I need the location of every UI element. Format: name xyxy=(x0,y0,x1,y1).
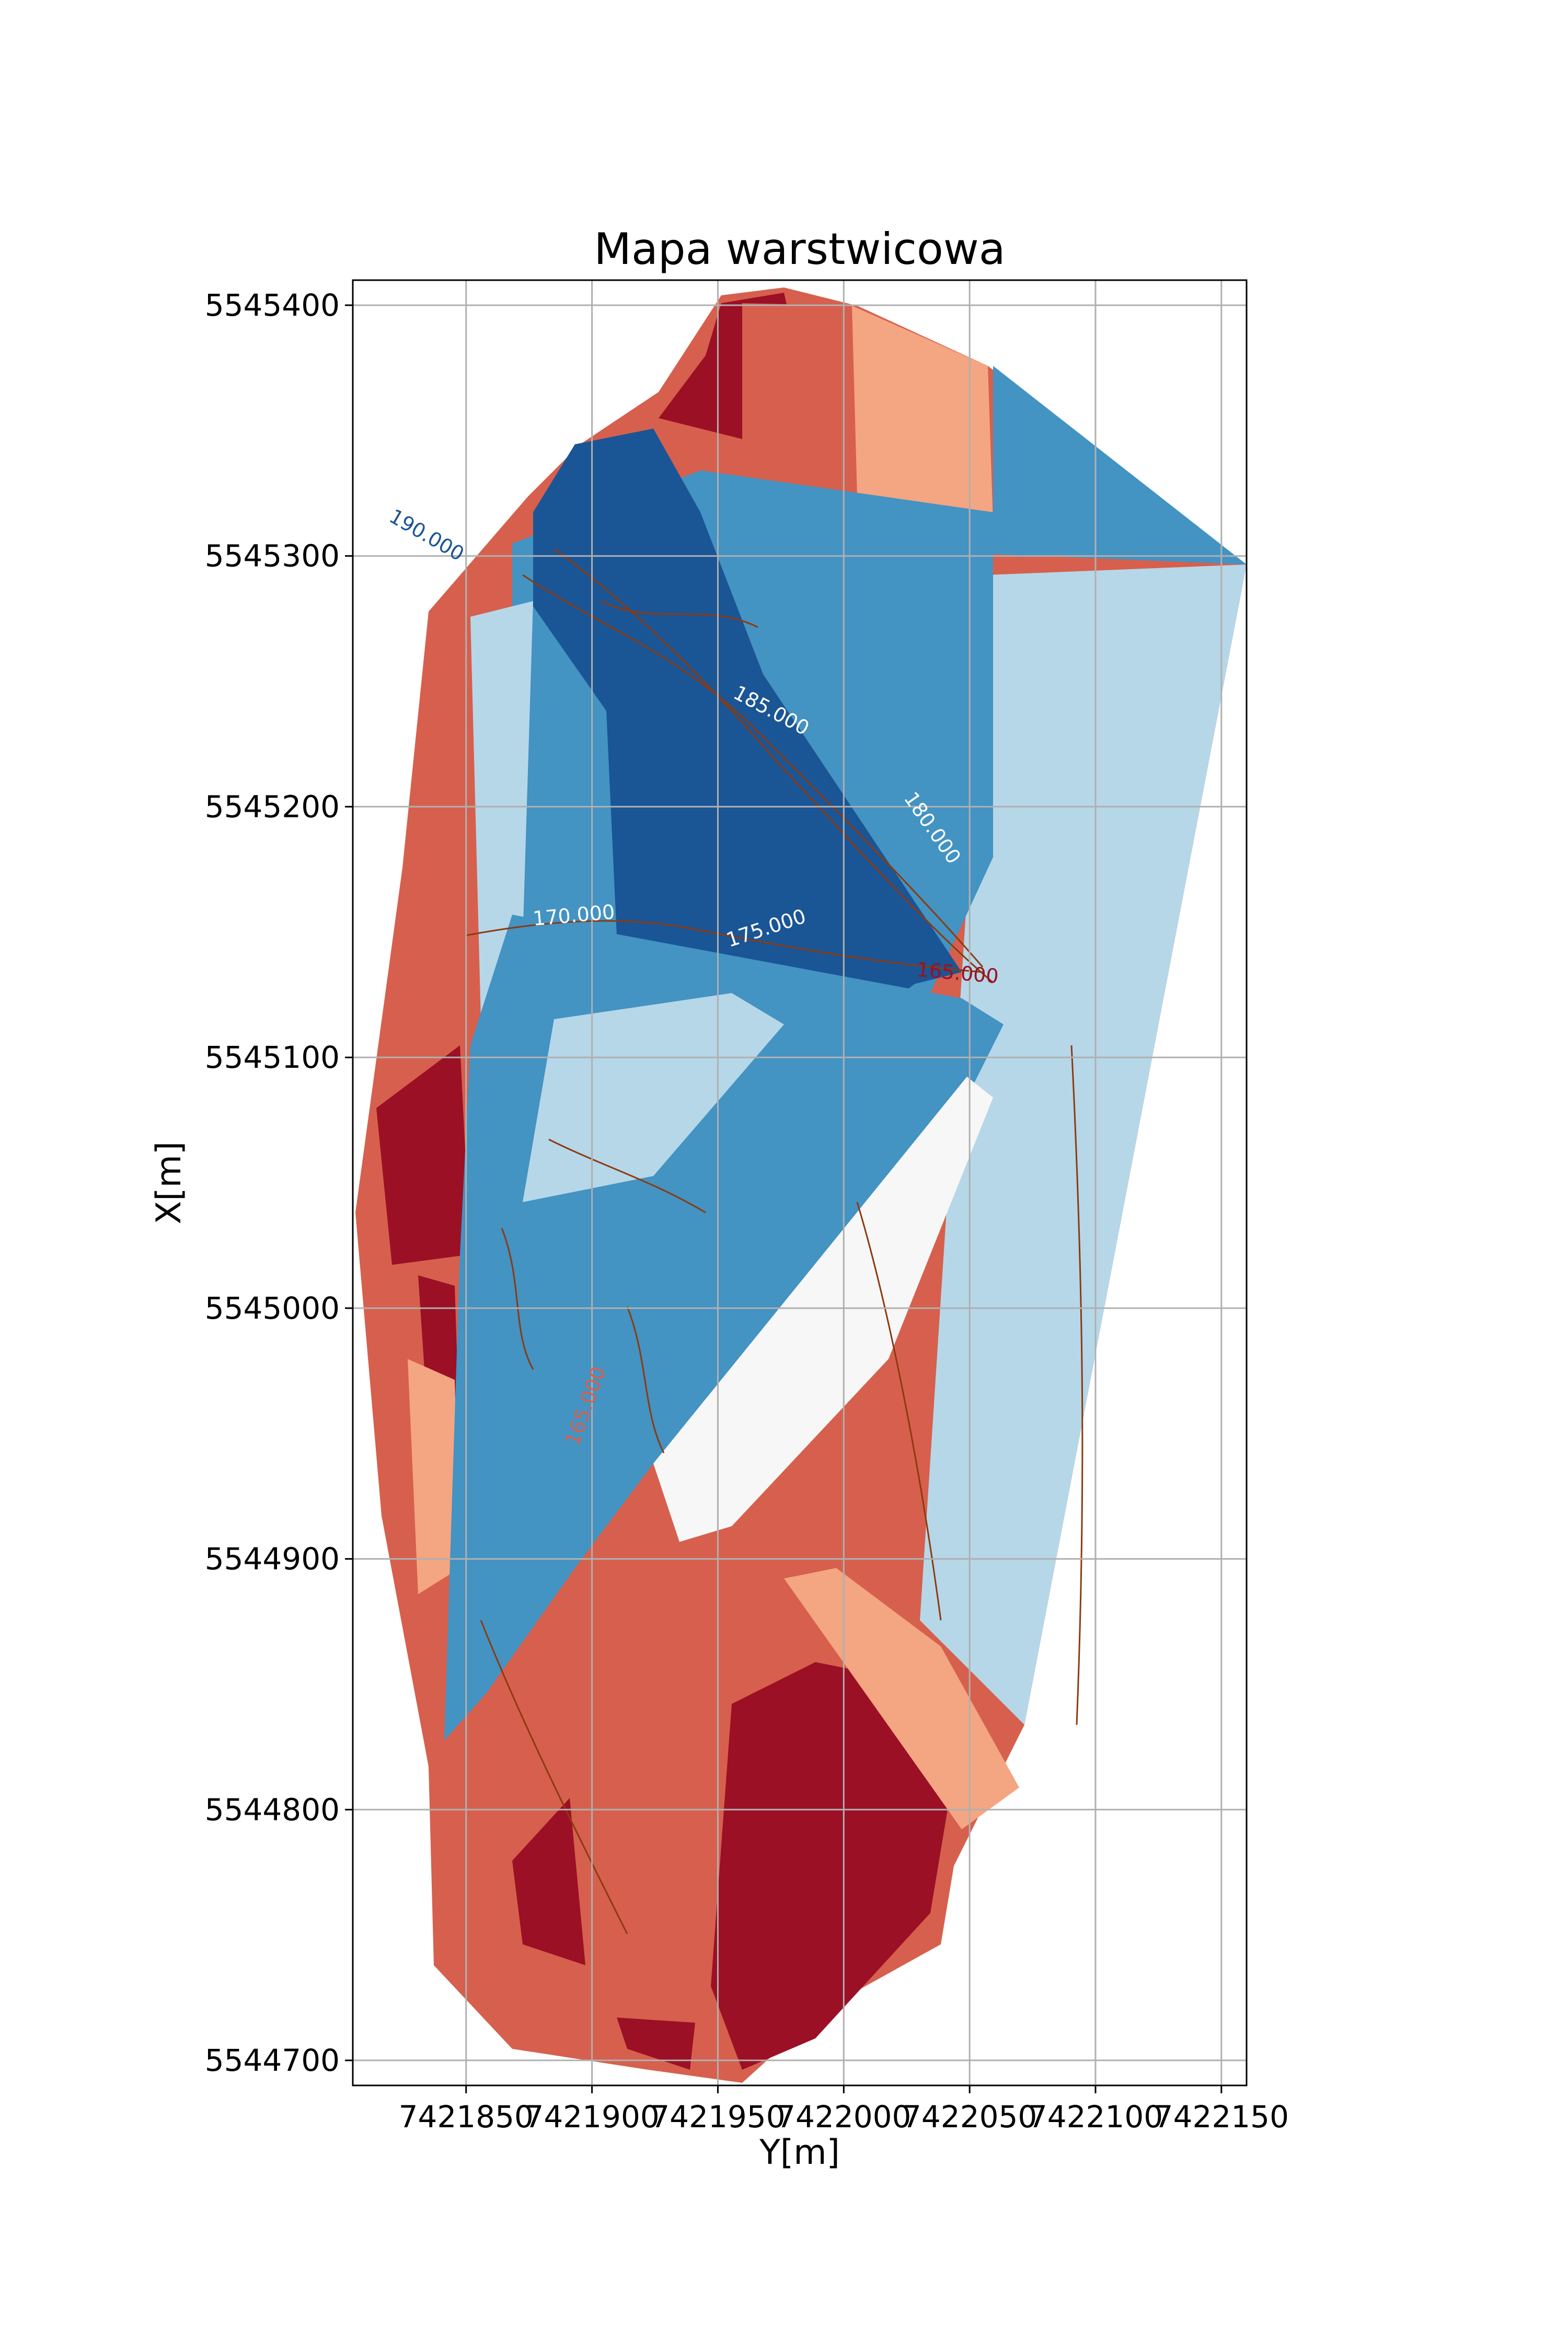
contour-line-layer xyxy=(465,548,1083,1934)
contour-line-7 xyxy=(1070,1045,1083,1725)
contour-line-9 xyxy=(601,600,758,628)
contour-line-6 xyxy=(856,1202,942,1621)
contour-line-1 xyxy=(554,548,994,984)
light-blue-triangle xyxy=(920,564,1247,1725)
x-axis-ticks: 7421850742190074219507422000742205074221… xyxy=(399,2085,1289,2135)
red-region-north xyxy=(742,303,857,491)
light-red-strip-west xyxy=(408,1359,460,1594)
y-tick-label-5: 5545200 xyxy=(205,789,340,824)
light-blue-region-west xyxy=(470,601,533,1019)
chart-title: Mapa warstwicowa xyxy=(594,224,1005,274)
y-tick-label-3: 5545000 xyxy=(205,1290,340,1326)
x-tick-label-5: 7422100 xyxy=(1028,2099,1163,2135)
x-axis-label: Y[m] xyxy=(759,2133,840,2172)
dark-red-region-south xyxy=(711,1662,951,2070)
y-tick-label-1: 5544800 xyxy=(205,1792,340,1827)
x-tick-label-3: 7422000 xyxy=(776,2099,911,2135)
x-tick-label-4: 7422050 xyxy=(902,2099,1037,2135)
contour-line-4 xyxy=(626,1306,665,1454)
plot-frame xyxy=(352,279,1248,2086)
x-tick-label-2: 7421950 xyxy=(650,2099,785,2135)
contour-line-5 xyxy=(548,1138,706,1214)
grid-lines xyxy=(353,280,1247,2085)
dark-blue-region-north xyxy=(533,429,962,1004)
contour-line-2 xyxy=(465,920,983,973)
y-tick-label-6: 5545300 xyxy=(205,538,340,574)
x-tick-label-0: 7421850 xyxy=(399,2099,534,2135)
contour-fill-layer xyxy=(355,287,1247,2083)
y-axis-ticks: 5544700 5544800 5544900 5545000 5545100 55452… xyxy=(205,287,353,2078)
x-tick-label-1: 7421900 xyxy=(524,2099,659,2135)
white-gap-region xyxy=(653,1077,993,1542)
contour-line-3 xyxy=(501,1228,534,1370)
y-tick-label-4: 5545100 xyxy=(205,1040,340,1075)
blue-region-northeast xyxy=(993,366,1247,564)
y-axis-label: X[m] xyxy=(149,1142,189,1225)
y-tick-label-0: 5544700 xyxy=(205,2043,340,2078)
contour-line-0 xyxy=(522,574,984,967)
light-red-region-north xyxy=(852,306,993,523)
light-blue-region-middle xyxy=(523,993,784,1202)
light-red-region-south xyxy=(784,1568,1019,1829)
contour-line-8 xyxy=(480,1620,628,1934)
dark-red-region-south-3 xyxy=(617,2017,695,2070)
x-tick-label-6: 7422150 xyxy=(1154,2099,1289,2135)
y-tick-label-7: 5545400 xyxy=(205,287,340,323)
dark-red-region-west xyxy=(376,1045,470,1265)
y-tick-label-2: 5544900 xyxy=(205,1541,340,1577)
dark-red-region-south-2 xyxy=(512,1798,585,1965)
